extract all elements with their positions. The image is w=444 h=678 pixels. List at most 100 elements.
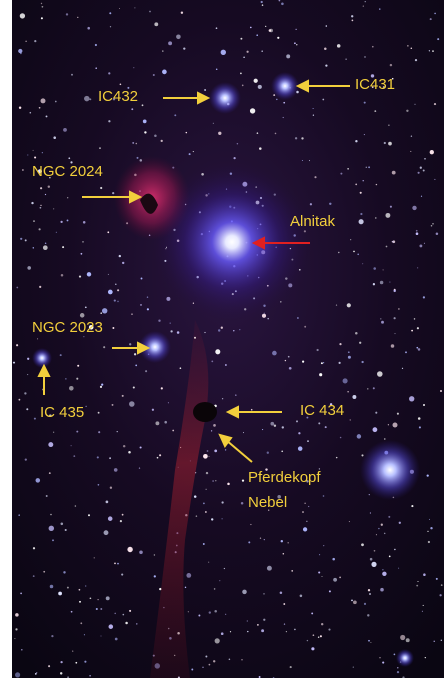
star: [40, 205, 41, 206]
star: [263, 593, 264, 594]
star: [365, 1, 366, 2]
star: [36, 672, 37, 673]
star: [67, 197, 68, 198]
star: [246, 51, 248, 53]
star: [415, 59, 417, 61]
star: [123, 614, 125, 616]
star: [144, 131, 146, 133]
star: [386, 246, 388, 248]
star: [33, 220, 35, 222]
star: [15, 672, 20, 677]
star: [40, 187, 42, 189]
star: [368, 589, 370, 591]
star: [406, 110, 408, 112]
star: [429, 519, 430, 520]
star: [301, 137, 303, 139]
star: [398, 308, 399, 309]
star: [414, 318, 416, 320]
star: [313, 634, 315, 636]
horsehead: [193, 402, 217, 422]
star: [367, 614, 369, 616]
star: [355, 140, 357, 142]
star: [43, 245, 48, 250]
star: [31, 202, 33, 204]
star: [416, 230, 418, 232]
star: [73, 455, 75, 457]
star: [250, 108, 255, 113]
astro-photo: IC432 IC431 NGC 2024 Alnitak NGC 2023 IC…: [0, 0, 444, 678]
star: [56, 232, 57, 233]
star: [432, 223, 434, 225]
star: [100, 635, 101, 636]
star: [364, 56, 365, 57]
star: [60, 221, 62, 223]
star: [303, 527, 307, 531]
star: [168, 41, 172, 45]
star: [411, 505, 413, 507]
star: [166, 297, 170, 301]
star: [196, 515, 198, 517]
star: [63, 128, 67, 132]
star: [100, 187, 102, 189]
star: [50, 514, 52, 516]
star: [136, 623, 137, 624]
star: [288, 356, 290, 358]
star: [75, 662, 77, 664]
star: [286, 631, 287, 632]
star: [340, 437, 342, 439]
star: [362, 263, 363, 264]
star: [388, 142, 392, 146]
star: [221, 501, 223, 503]
star: [30, 112, 32, 114]
star: [351, 599, 353, 601]
galaxy: [396, 649, 414, 667]
star: [258, 85, 262, 89]
star: [41, 17, 43, 19]
star: [115, 283, 117, 285]
star: [328, 629, 330, 631]
star: [439, 594, 441, 596]
star: [441, 584, 443, 586]
star: [207, 450, 209, 452]
star: [211, 361, 213, 363]
star: [254, 79, 258, 83]
star: [170, 330, 172, 332]
star: [290, 666, 292, 668]
star: [374, 550, 376, 552]
star: [352, 395, 356, 399]
star: [336, 304, 337, 305]
star: [75, 505, 77, 507]
star: [205, 511, 207, 513]
star: [20, 238, 22, 240]
star: [120, 83, 122, 85]
star: [18, 514, 20, 516]
star: [61, 274, 64, 277]
star: [114, 468, 118, 472]
star: [378, 528, 379, 529]
star: [399, 522, 401, 524]
star: [310, 203, 312, 205]
star: [294, 42, 296, 44]
star: [373, 427, 378, 432]
star: [108, 290, 113, 295]
star: [68, 157, 70, 159]
star: [119, 8, 120, 9]
star: [280, 592, 283, 595]
star: [177, 331, 180, 334]
star: [419, 426, 421, 428]
star: [265, 26, 266, 27]
star: [359, 219, 364, 224]
star: [436, 578, 438, 580]
star: [101, 384, 103, 386]
star: [100, 608, 102, 610]
star: [20, 593, 22, 595]
star: [108, 72, 110, 74]
star: [283, 603, 285, 605]
star-cluster: [360, 440, 420, 500]
star: [339, 362, 341, 364]
star: [360, 192, 362, 194]
star: [355, 332, 358, 335]
star: [89, 98, 91, 100]
star: [350, 419, 351, 420]
star: [46, 115, 48, 117]
